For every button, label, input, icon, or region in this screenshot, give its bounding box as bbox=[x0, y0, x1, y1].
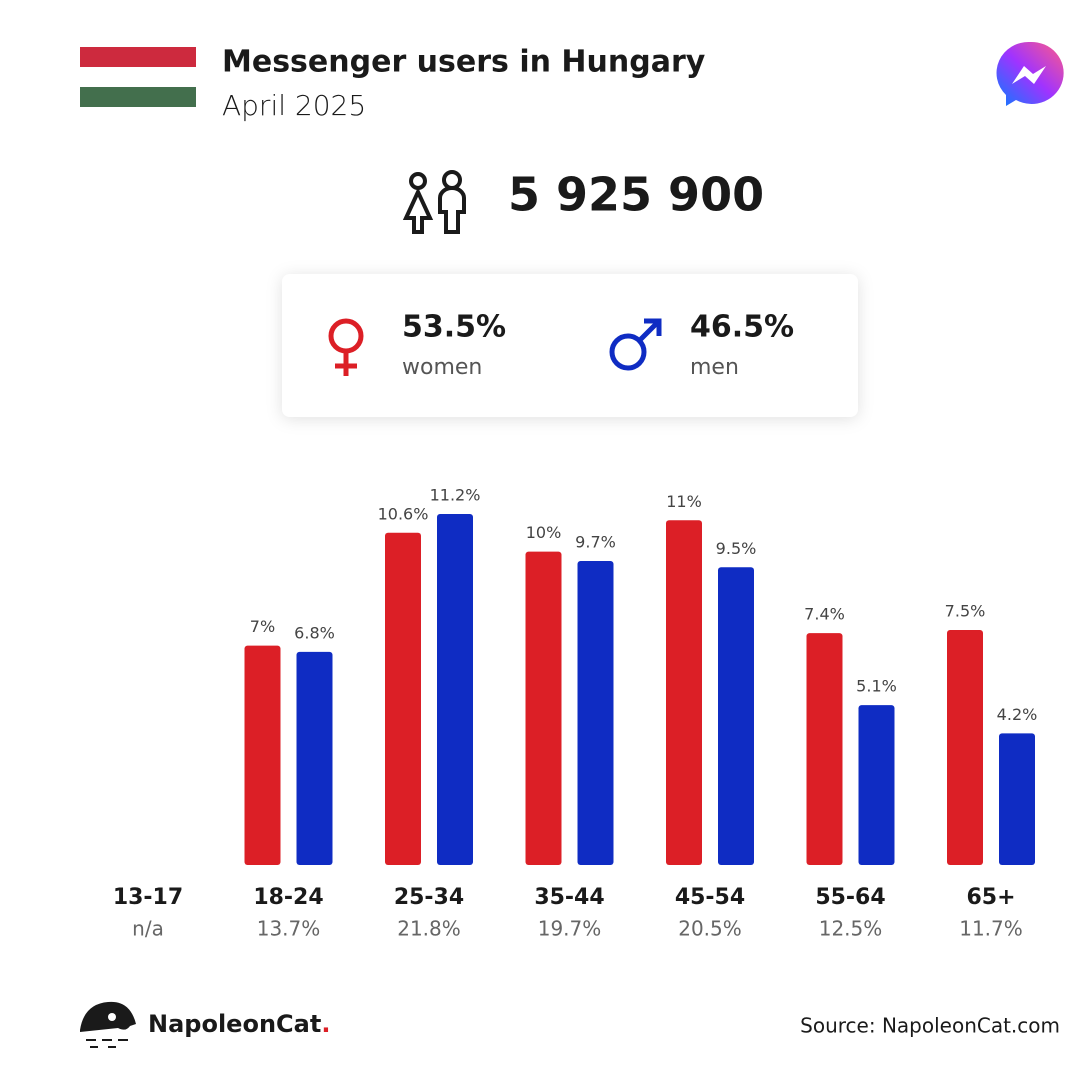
bar bbox=[296, 651, 333, 865]
total-users: 5 925 900 bbox=[508, 168, 764, 222]
male-symbol bbox=[609, 318, 662, 371]
value-label: 7.5% bbox=[945, 601, 986, 620]
value-label: 10.6% bbox=[378, 504, 429, 523]
female-symbol bbox=[328, 318, 364, 376]
value-label: 5.1% bbox=[856, 677, 897, 696]
brand-text: NapoleonCat bbox=[148, 1010, 321, 1038]
subtitle: April 2025 bbox=[222, 89, 366, 122]
messenger-icon bbox=[996, 41, 1064, 106]
value-label: 7.4% bbox=[804, 605, 845, 624]
bar bbox=[385, 532, 421, 865]
bar bbox=[666, 520, 702, 865]
women-share: 53.5% bbox=[402, 310, 506, 345]
value-label: 9.7% bbox=[575, 533, 616, 552]
men-label: men bbox=[690, 355, 739, 380]
category-label: 18-24 bbox=[253, 885, 323, 910]
category-label: 55-64 bbox=[815, 885, 885, 910]
gender-card bbox=[282, 274, 858, 417]
bar bbox=[947, 629, 983, 865]
category-label: 35-44 bbox=[534, 885, 604, 910]
bar bbox=[999, 733, 1035, 865]
flag bbox=[80, 47, 196, 107]
value-label: 9.5% bbox=[716, 539, 757, 558]
category-label: 13-17 bbox=[113, 885, 183, 910]
bar bbox=[858, 705, 895, 865]
people-icon bbox=[402, 170, 466, 234]
brand-dot: . bbox=[321, 1010, 330, 1038]
category-total: 11.7% bbox=[959, 917, 1023, 941]
bar bbox=[437, 514, 473, 865]
category-label: 25-34 bbox=[394, 885, 464, 910]
value-label: 4.2% bbox=[997, 705, 1038, 724]
category-total: 21.8% bbox=[397, 917, 461, 941]
men-share: 46.5% bbox=[690, 310, 794, 345]
women-label: women bbox=[402, 355, 482, 380]
category-total: 13.7% bbox=[257, 917, 321, 941]
value-label: 6.8% bbox=[294, 623, 335, 642]
bar bbox=[577, 561, 614, 865]
value-label: 7% bbox=[250, 617, 275, 636]
value-label: 10% bbox=[526, 523, 562, 542]
category-total: 12.5% bbox=[819, 917, 883, 941]
value-label: 11.2% bbox=[430, 486, 481, 505]
brand-name: NapoleonCat. bbox=[148, 1010, 330, 1038]
brand-logo bbox=[80, 1001, 136, 1048]
bar bbox=[525, 551, 562, 865]
category-label: 65+ bbox=[966, 885, 1015, 910]
title: Messenger users in Hungary bbox=[222, 45, 706, 80]
bar bbox=[806, 633, 843, 865]
value-label: 11% bbox=[666, 492, 702, 511]
category-total: 19.7% bbox=[538, 917, 602, 941]
category-total: n/a bbox=[132, 917, 164, 941]
bar bbox=[718, 567, 754, 865]
source: Source: NapoleonCat.com bbox=[800, 1014, 1060, 1038]
bar bbox=[244, 645, 281, 865]
category-total: 20.5% bbox=[678, 917, 742, 941]
category-label: 45-54 bbox=[675, 885, 745, 910]
